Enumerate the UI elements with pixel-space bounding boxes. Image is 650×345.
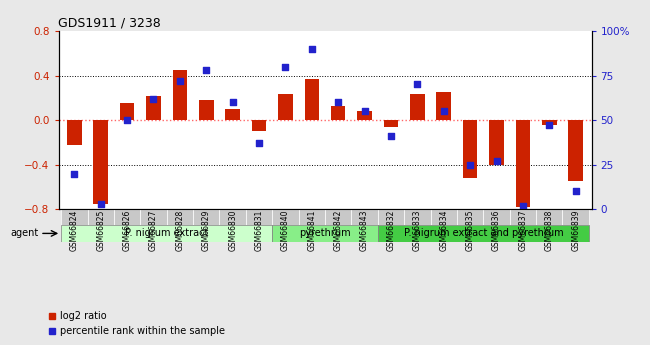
Bar <box>331 106 345 120</box>
Bar <box>489 120 504 165</box>
Text: GSM66825: GSM66825 <box>96 210 105 251</box>
Bar <box>404 209 430 225</box>
Point <box>439 108 449 114</box>
Bar <box>378 225 589 241</box>
Text: agent: agent <box>10 228 39 238</box>
Bar <box>457 209 484 225</box>
Text: GSM66830: GSM66830 <box>228 210 237 251</box>
Text: GSM66841: GSM66841 <box>307 210 317 251</box>
Bar <box>384 120 398 127</box>
Point <box>465 162 475 167</box>
Point <box>307 46 317 52</box>
Point <box>148 96 159 101</box>
Bar <box>358 111 372 120</box>
Bar <box>568 120 583 181</box>
Bar <box>252 120 266 131</box>
Bar <box>146 96 161 120</box>
Text: GSM66839: GSM66839 <box>571 210 580 251</box>
Text: GSM66842: GSM66842 <box>333 210 343 251</box>
Bar <box>61 225 272 241</box>
Point <box>96 201 106 207</box>
Text: GSM66843: GSM66843 <box>360 210 369 251</box>
Text: P. nigrum extract: P. nigrum extract <box>125 228 209 238</box>
Point <box>201 68 211 73</box>
Text: GSM66837: GSM66837 <box>519 210 527 251</box>
Point <box>491 158 502 164</box>
Text: GSM66832: GSM66832 <box>387 210 395 251</box>
Bar <box>515 120 530 207</box>
Bar <box>246 209 272 225</box>
Bar <box>305 79 319 120</box>
Bar <box>510 209 536 225</box>
Bar <box>542 120 556 125</box>
Legend: log2 ratio, percentile rank within the sample: log2 ratio, percentile rank within the s… <box>44 307 229 340</box>
Bar <box>226 109 240 120</box>
Point <box>69 171 79 176</box>
Bar <box>88 209 114 225</box>
Bar <box>272 209 298 225</box>
Text: GSM66834: GSM66834 <box>439 210 448 251</box>
Text: GDS1911 / 3238: GDS1911 / 3238 <box>58 17 161 30</box>
Bar <box>120 104 135 120</box>
Point <box>544 123 554 128</box>
Bar <box>193 209 220 225</box>
Bar <box>430 209 457 225</box>
Point <box>122 117 133 123</box>
Point <box>359 108 370 114</box>
Point <box>227 99 238 105</box>
Point <box>333 99 343 105</box>
Point <box>571 189 581 194</box>
Bar <box>173 70 187 120</box>
Text: GSM66828: GSM66828 <box>176 210 185 251</box>
Text: GSM66831: GSM66831 <box>255 210 263 251</box>
Point <box>385 134 396 139</box>
Bar <box>67 120 82 145</box>
Point <box>175 78 185 84</box>
Point <box>412 82 423 87</box>
Bar <box>114 209 140 225</box>
Bar <box>437 92 451 120</box>
Bar <box>199 100 213 120</box>
Text: GSM66838: GSM66838 <box>545 210 554 251</box>
Text: GSM66827: GSM66827 <box>149 210 158 251</box>
Bar <box>463 120 477 178</box>
Bar <box>298 209 325 225</box>
Text: GSM66826: GSM66826 <box>123 210 131 251</box>
Bar <box>61 209 88 225</box>
Text: GSM66836: GSM66836 <box>492 210 501 251</box>
Bar <box>325 209 352 225</box>
Text: GSM66840: GSM66840 <box>281 210 290 251</box>
Bar <box>278 95 292 120</box>
Bar <box>140 209 166 225</box>
Bar <box>562 209 589 225</box>
Bar <box>536 209 562 225</box>
Text: P. nigrum extract and pyrethrum: P. nigrum extract and pyrethrum <box>404 228 563 238</box>
Bar <box>220 209 246 225</box>
Bar <box>166 209 193 225</box>
Bar <box>94 120 108 204</box>
Bar <box>352 209 378 225</box>
Text: GSM66835: GSM66835 <box>465 210 474 251</box>
Point <box>280 64 291 69</box>
Bar <box>410 95 424 120</box>
Bar <box>272 225 378 241</box>
Text: GSM66829: GSM66829 <box>202 210 211 251</box>
Text: GSM66833: GSM66833 <box>413 210 422 251</box>
Point <box>254 140 265 146</box>
Point <box>517 203 528 208</box>
Text: pyrethrum: pyrethrum <box>299 228 351 238</box>
Bar <box>484 209 510 225</box>
Text: GSM66824: GSM66824 <box>70 210 79 251</box>
Bar <box>378 209 404 225</box>
